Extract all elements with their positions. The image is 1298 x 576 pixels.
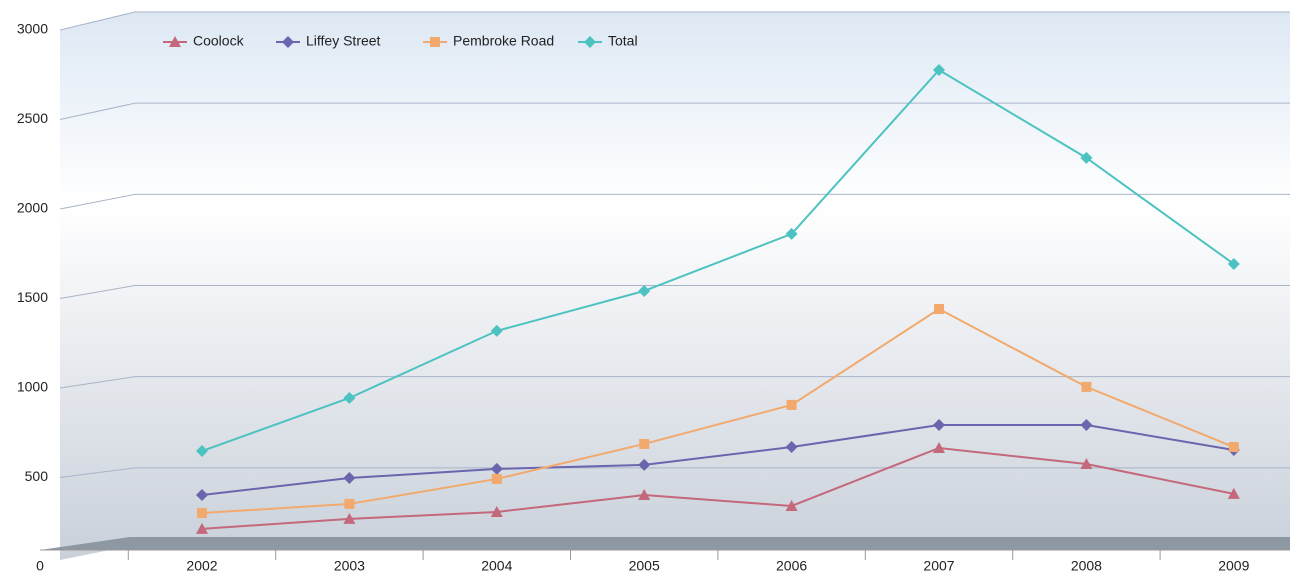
data-point <box>785 441 798 454</box>
series-line <box>201 423 1234 496</box>
legend-marker <box>430 37 440 47</box>
data-point <box>933 63 945 76</box>
grid-line <box>59 467 1290 478</box>
x-tick-label: 2007 <box>923 558 954 574</box>
legend-marker <box>584 36 596 48</box>
legend-label: Coolock <box>193 33 245 49</box>
x-tick-label: 2004 <box>481 558 512 574</box>
data-point <box>1081 381 1092 392</box>
y-tick-label: 2500 <box>17 110 48 126</box>
data-point <box>196 445 208 458</box>
x-tick-label: 2003 <box>334 558 365 574</box>
data-point <box>638 458 651 471</box>
data-point <box>197 508 207 519</box>
floor <box>40 537 1290 550</box>
x-tick-label: 2005 <box>629 558 660 574</box>
data-point <box>196 489 208 502</box>
data-point <box>491 473 502 484</box>
grid-line <box>59 285 1290 299</box>
x-tick-label: 2006 <box>776 558 807 574</box>
legend-marker <box>169 36 181 47</box>
data-point <box>785 499 798 511</box>
legend-label: Pembroke Road <box>453 33 554 49</box>
data-point <box>1227 487 1240 499</box>
legend-marker <box>282 36 294 48</box>
legend-label: Liffey Street <box>306 33 381 49</box>
y-tick-label: 0 <box>36 558 44 574</box>
y-tick-label: 500 <box>25 468 49 484</box>
grid-line <box>59 102 1290 120</box>
y-tick-label: 3000 <box>17 21 48 37</box>
data-point <box>639 438 650 449</box>
data-point <box>934 304 944 315</box>
x-tick-label: 2002 <box>186 558 217 574</box>
data-point <box>343 472 356 485</box>
data-point <box>1080 458 1093 470</box>
data-point <box>196 522 208 534</box>
x-tick-label: 2008 <box>1071 558 1102 574</box>
data-point <box>490 462 503 475</box>
data-point <box>933 441 945 453</box>
y-tick-label: 1500 <box>17 289 48 305</box>
y-tick-label: 1000 <box>17 379 48 395</box>
data-point <box>1080 418 1093 431</box>
data-point <box>1228 442 1239 453</box>
data-point <box>638 489 651 501</box>
data-point <box>1227 257 1240 270</box>
series-line <box>201 68 1235 452</box>
data-point <box>490 505 503 517</box>
data-point <box>344 498 355 509</box>
data-point <box>490 324 503 337</box>
grid-line <box>59 193 1290 210</box>
legend-label: Total <box>608 33 638 49</box>
series-line <box>201 307 1235 515</box>
grid-line <box>59 11 1290 31</box>
data-point <box>933 418 945 431</box>
data-point <box>785 227 798 240</box>
series-line <box>201 446 1234 530</box>
y-tick-label: 2000 <box>17 200 48 216</box>
x-tick-label: 2009 <box>1218 558 1249 574</box>
grid-line <box>59 376 1290 389</box>
data-point <box>343 512 356 524</box>
data-point <box>638 284 651 297</box>
data-point <box>1080 151 1093 164</box>
data-point <box>786 399 797 410</box>
data-point <box>343 391 356 404</box>
